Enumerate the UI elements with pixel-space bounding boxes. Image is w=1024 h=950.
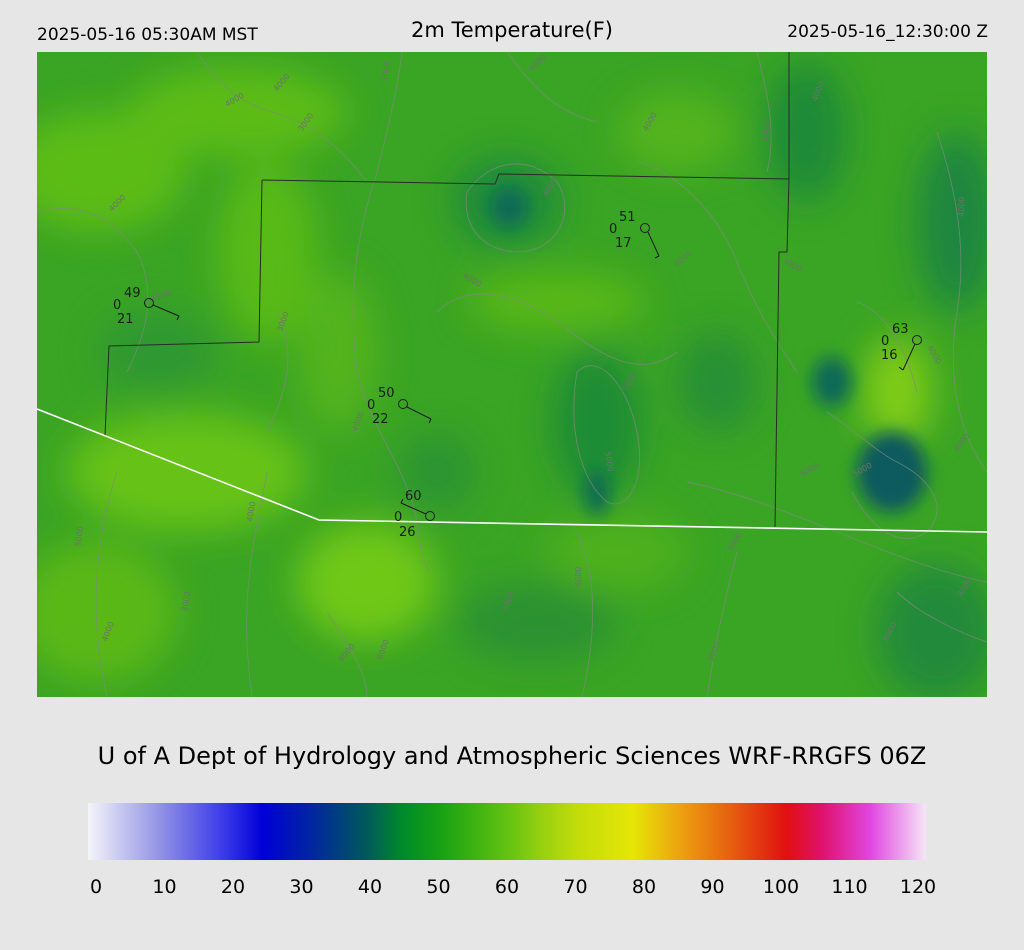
station-dewpoint: 16 (881, 348, 898, 363)
county-boundaries (104, 52, 790, 528)
station-dewpoint: 17 (615, 236, 632, 251)
colorbar-tick-label: 60 (494, 876, 520, 898)
colorbar-tick-label: 80 (631, 876, 657, 898)
model-credit: U of A Dept of Hydrology and Atmospheric… (97, 742, 927, 770)
colorbar-tick-label: 110 (831, 876, 868, 898)
temperature-shading (37, 62, 987, 697)
colorbar-tick-label: 70 (563, 876, 588, 898)
station-plot: 51 0 17 (609, 210, 660, 259)
temperature-map: 4000 4000 3000 4000 3000 4000 3000 4000 4000 4000… (37, 52, 987, 697)
station-temperature: 60 (405, 489, 422, 504)
station-plot: 50 0 22 (367, 386, 432, 427)
station-cloud: 0 (113, 298, 121, 313)
contour-label: 6000 (574, 567, 583, 587)
terrain-contours (37, 52, 987, 697)
contour-label: 3000 (180, 591, 192, 613)
colorbar-tick-label: 0 (89, 876, 103, 898)
state-boundary (37, 408, 987, 533)
colorbar-tick-label: 20 (220, 876, 246, 898)
station-cloud: 0 (609, 222, 617, 237)
station-plot: 63 0 16 (881, 322, 922, 371)
colorbar-tick-label: 30 (289, 876, 314, 898)
valid-time-label: 2025-05-16_12:30:00 Z (787, 22, 988, 42)
temperature-colorbar (88, 803, 926, 860)
local-time-label: 2025-05-16 05:30AM MST (37, 25, 258, 45)
map-title: 2m Temperature(F) (411, 18, 613, 42)
station-dewpoint: 26 (399, 525, 416, 540)
station-temperature: 49 (124, 286, 141, 301)
station-dewpoint: 21 (117, 312, 134, 327)
station-dewpoint: 22 (372, 412, 389, 427)
colorbar-tick-label: 10 (152, 876, 177, 898)
contour-label: 3000 (380, 61, 392, 83)
colorbar-tick-label: 100 (762, 876, 800, 898)
colorbar-tick-label: 50 (426, 876, 451, 898)
station-plots: 49 0 21 51 0 17 63 0 16 (113, 210, 922, 540)
station-plot: 60 0 26 (394, 489, 435, 540)
contour-label: 5000 (603, 451, 615, 473)
station-temperature: 51 (619, 210, 636, 225)
contour-label: 5000 (73, 526, 85, 548)
station-temperature: 63 (892, 322, 909, 337)
cold-spots (491, 187, 927, 516)
contour-label: 4000 (760, 121, 772, 143)
contour-label: 4000 (245, 501, 257, 523)
contour-label: 4000 (957, 197, 966, 217)
colorbar-tick-label: 90 (700, 876, 725, 898)
colorbar-tick-label: 40 (357, 876, 383, 898)
station-plot: 49 0 21 (113, 286, 180, 327)
colorbar-tick-label: 120 (899, 876, 937, 898)
station-temperature: 50 (378, 386, 395, 401)
station-cloud: 0 (367, 398, 375, 413)
station-cloud: 0 (394, 510, 402, 525)
station-cloud: 0 (881, 334, 889, 349)
